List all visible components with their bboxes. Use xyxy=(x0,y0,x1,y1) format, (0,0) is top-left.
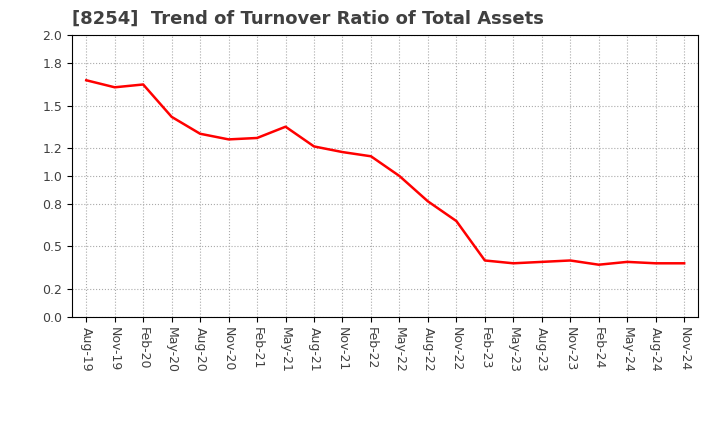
Text: [8254]  Trend of Turnover Ratio of Total Assets: [8254] Trend of Turnover Ratio of Total … xyxy=(72,10,544,28)
